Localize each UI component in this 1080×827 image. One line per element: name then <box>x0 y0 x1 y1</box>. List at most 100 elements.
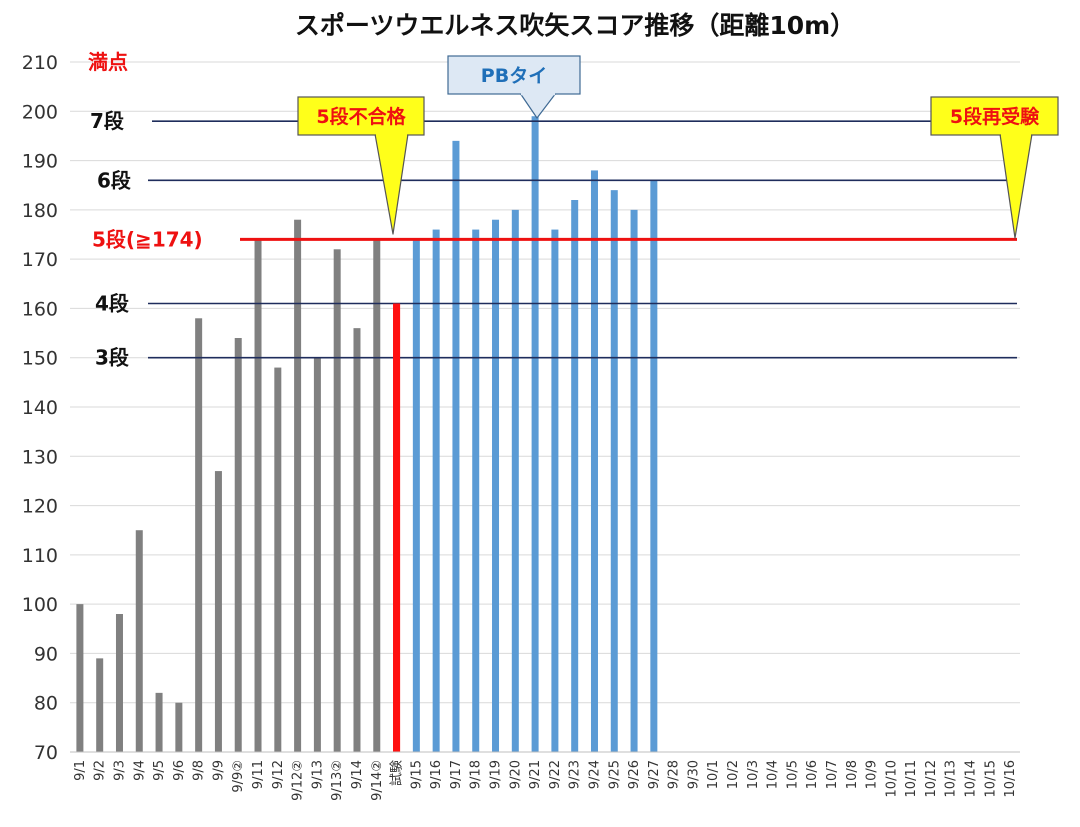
x-tick-label: 9/20 <box>508 760 523 789</box>
y-tick-label: 190 <box>22 151 58 173</box>
x-tick-label: 9/15 <box>409 760 424 789</box>
x-tick-label: 10/12 <box>924 760 939 797</box>
callout: 5段不合格 <box>297 96 425 235</box>
bar <box>254 239 262 752</box>
x-tick-label: 9/1 <box>73 760 88 781</box>
x-tick-label: 9/9 <box>211 760 226 781</box>
callout-box <box>297 96 425 136</box>
y-tick-label: 70 <box>34 742 58 764</box>
x-tick-label: 9/14 <box>350 760 365 789</box>
bar <box>650 180 658 753</box>
x-tick-label: 9/4 <box>132 760 147 781</box>
bar <box>531 116 539 752</box>
callout-pointer <box>374 133 409 235</box>
x-tick-label: 10/11 <box>904 760 919 797</box>
x-tick-label: 10/1 <box>706 760 721 789</box>
x-tick-label: 9/24 <box>587 760 602 789</box>
x-tick-label: 9/12 <box>271 760 286 789</box>
x-tick-label: 9/2 <box>93 760 108 781</box>
y-tick-label: 150 <box>22 348 58 370</box>
bar <box>274 367 282 752</box>
callout-text: 5段不合格 <box>316 105 406 128</box>
x-tick-label: 9/19 <box>489 760 504 789</box>
bar <box>76 604 84 752</box>
x-tick-label: 9/23 <box>568 760 583 789</box>
x-tick-label: 10/15 <box>983 760 998 797</box>
bar <box>610 190 618 753</box>
callout-text: PBタイ <box>481 65 547 87</box>
x-tick-label: 9/13 <box>310 760 325 789</box>
x-tick-label: 10/8 <box>845 760 860 789</box>
y-tick-label: 100 <box>22 594 58 616</box>
bar <box>333 249 341 753</box>
x-tick-label: 10/4 <box>766 760 781 789</box>
x-tick-label: 10/14 <box>964 760 979 797</box>
y-tick-label: 120 <box>22 496 58 518</box>
bar <box>234 338 242 752</box>
bar <box>175 702 183 752</box>
bar <box>492 219 500 752</box>
callouts: 5段不合格 PBタイ 5段再受験 <box>297 55 1059 239</box>
x-tick-label: 9/30 <box>686 760 701 789</box>
bar <box>294 219 302 752</box>
callout: 5段再受験 <box>930 96 1059 239</box>
x-tick-label: 10/7 <box>825 760 840 789</box>
bar <box>412 239 420 752</box>
x-tick-label: 10/3 <box>746 760 761 789</box>
bar <box>432 229 440 753</box>
callout-box <box>447 55 581 95</box>
x-tick-label: 9/13② <box>330 760 345 801</box>
bar <box>511 209 519 752</box>
bar <box>155 692 163 752</box>
x-tick-label: 9/27 <box>647 760 662 789</box>
callout: PBタイ <box>447 55 581 119</box>
y-tick-label: 80 <box>34 693 58 715</box>
x-tick-label: 9/11 <box>251 760 266 789</box>
callout-box <box>930 96 1059 136</box>
reference-line-label: 7段 <box>90 109 124 133</box>
callout-text: 5段再受験 <box>950 105 1040 128</box>
y-tick-label: 210 <box>22 52 58 74</box>
bar <box>195 318 203 752</box>
y-tick-label: 110 <box>22 545 58 567</box>
x-tick-label: 9/9② <box>231 760 246 793</box>
x-tick-label: 10/16 <box>1003 760 1018 797</box>
reference-line-label: 満点 <box>88 50 128 74</box>
x-tick-label: 9/16 <box>429 760 444 789</box>
y-tick-label: 200 <box>22 101 58 123</box>
x-tick-label: 9/22 <box>548 760 563 789</box>
callout-pointer <box>999 133 1033 239</box>
x-tick-label: 試験 <box>389 760 405 786</box>
reference-lines: 満点 7段 6段 5段(≧174) 4段 3段 <box>88 50 1017 752</box>
bar <box>551 229 559 753</box>
bar <box>214 471 222 752</box>
x-tick-label: 9/28 <box>667 760 682 789</box>
bar <box>452 140 460 752</box>
bar <box>571 200 579 752</box>
y-tick-label: 160 <box>22 298 58 320</box>
x-tick-label: 10/6 <box>805 760 820 789</box>
x-tick-label: 9/8 <box>192 760 207 781</box>
callout-pointer <box>519 92 557 119</box>
bar <box>393 303 401 752</box>
y-tick-label: 130 <box>22 446 58 468</box>
chart-title: スポーツウエルネス吹矢スコア推移（距離10m） <box>295 11 855 40</box>
reference-line-label: 4段 <box>95 292 129 316</box>
reference-line-label: 3段 <box>95 346 129 370</box>
x-tick-label: 9/3 <box>112 760 127 781</box>
x-tick-label: 9/5 <box>152 760 167 781</box>
x-axis: 9/1 9/2 9/3 9/4 9/5 9/6 9/8 9/9 9/9② 9/11 9/12 9/12… <box>70 751 1020 801</box>
x-tick-label: 10/2 <box>726 760 741 789</box>
x-tick-label: 9/21 <box>528 760 543 789</box>
x-tick-label: 9/12② <box>291 760 306 801</box>
x-tick-label: 10/9 <box>865 760 880 789</box>
y-tick-label: 90 <box>34 643 58 665</box>
reference-line-label: 5段(≧174) <box>92 227 203 251</box>
bar <box>590 170 598 752</box>
x-tick-label: 9/6 <box>172 760 187 781</box>
bar <box>472 229 480 753</box>
y-tick-label: 140 <box>22 397 58 419</box>
bar <box>630 209 638 752</box>
x-tick-label: 10/13 <box>944 760 959 797</box>
